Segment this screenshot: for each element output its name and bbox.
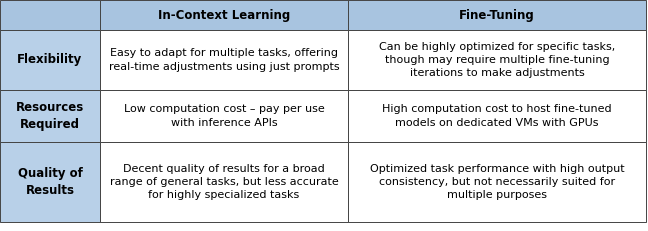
Text: Flexibility: Flexibility	[17, 54, 83, 67]
Bar	[0, 142, 100, 222]
Bar	[100, 142, 348, 222]
Text: In-Context Learning: In-Context Learning	[158, 9, 290, 21]
Bar	[100, 0, 348, 30]
Bar	[348, 0, 646, 30]
Bar	[0, 0, 100, 30]
Bar	[100, 30, 348, 90]
Text: High computation cost to host fine-tuned
models on dedicated VMs with GPUs: High computation cost to host fine-tuned…	[382, 104, 612, 128]
Text: Resources
Required: Resources Required	[16, 101, 84, 131]
Bar	[0, 90, 100, 142]
Bar	[348, 30, 646, 90]
Bar	[0, 30, 100, 90]
Bar	[100, 90, 348, 142]
Bar	[348, 90, 646, 142]
Text: Quality of
Results: Quality of Results	[17, 167, 82, 197]
Text: Low computation cost – pay per use
with inference APIs: Low computation cost – pay per use with …	[124, 104, 325, 128]
Text: Decent quality of results for a broad
range of general tasks, but less accurate
: Decent quality of results for a broad ra…	[110, 164, 338, 200]
Text: Optimized task performance with high output
consistency, but not necessarily sui: Optimized task performance with high out…	[370, 164, 624, 200]
Text: Easy to adapt for multiple tasks, offering
real-time adjustments using just prom: Easy to adapt for multiple tasks, offeri…	[109, 49, 340, 72]
Bar	[348, 142, 646, 222]
Text: Can be highly optimized for specific tasks,
though may require multiple fine-tun: Can be highly optimized for specific tas…	[379, 42, 615, 78]
Text: Fine-Tuning: Fine-Tuning	[459, 9, 535, 21]
